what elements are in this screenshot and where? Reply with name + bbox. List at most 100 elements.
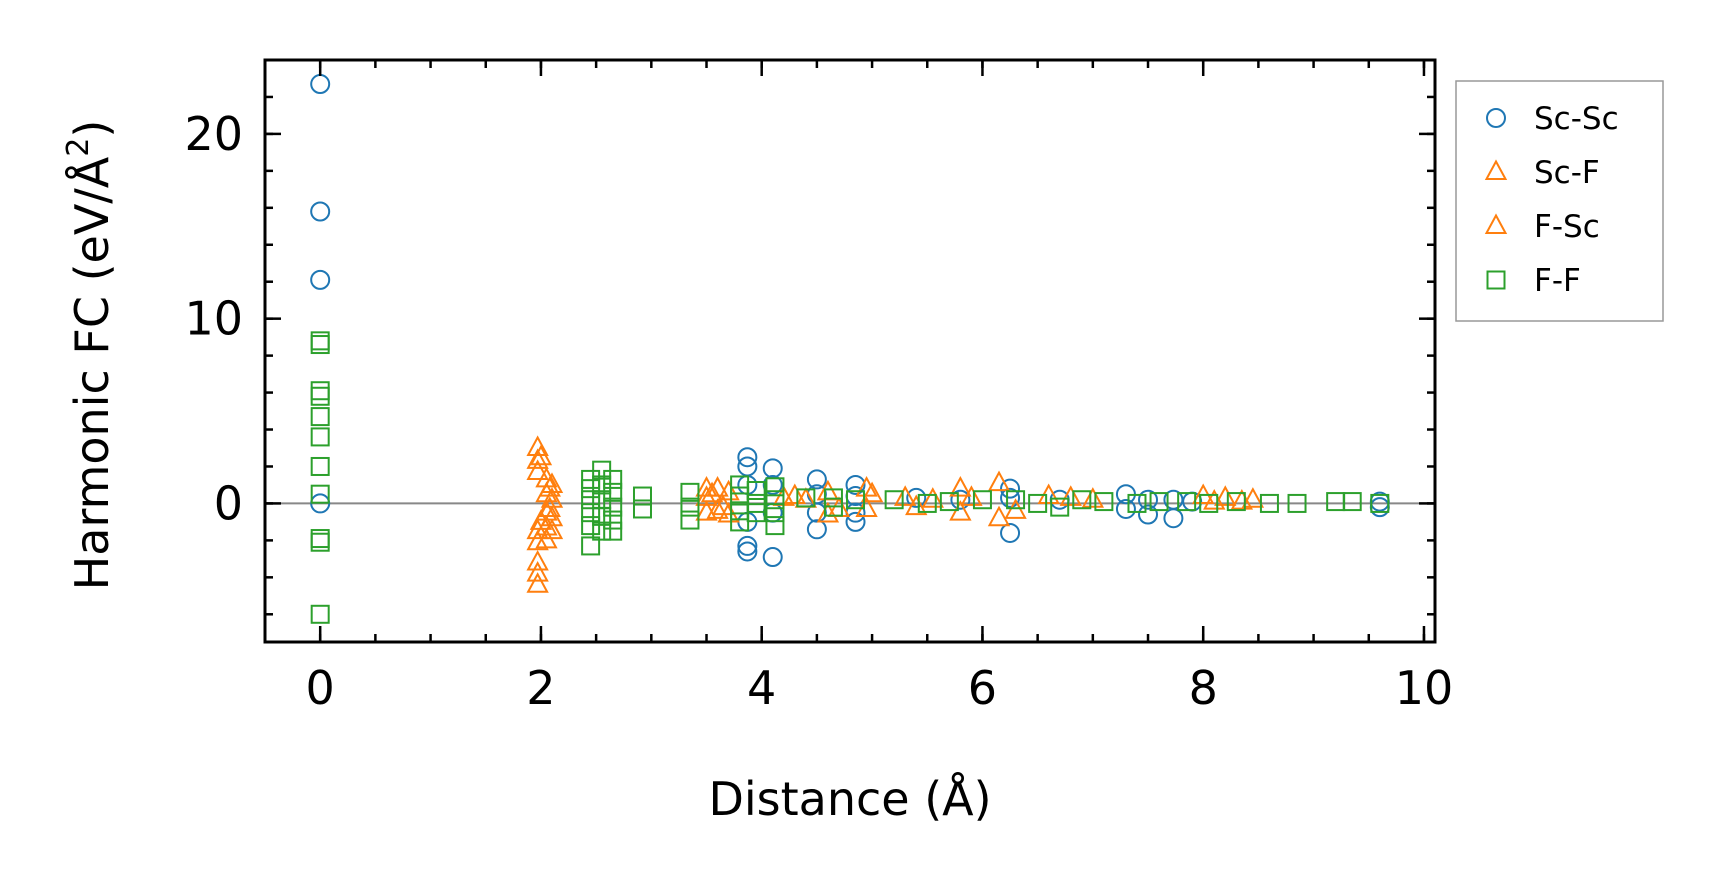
data-point (310, 456, 330, 476)
data-point (526, 572, 549, 593)
data-point (1127, 493, 1147, 513)
y-axis-label-close: ) (65, 120, 119, 138)
data-point (1370, 493, 1390, 513)
data-point (746, 480, 766, 500)
data-point (1081, 487, 1105, 508)
data-point (526, 529, 549, 551)
y-tick-label: 0 (214, 476, 243, 530)
data-point (603, 521, 623, 541)
data-point (711, 494, 735, 516)
data-point (855, 496, 878, 517)
data-point (538, 476, 561, 497)
data-point (765, 477, 785, 497)
data-point (1059, 485, 1082, 506)
data-point (310, 201, 331, 222)
data-point (680, 510, 700, 530)
data-point (1241, 487, 1265, 508)
data-point (603, 482, 623, 502)
data-point (921, 487, 944, 508)
data-point (1094, 492, 1114, 512)
data-point (765, 503, 785, 523)
data-point (632, 486, 652, 506)
data-point (310, 484, 330, 504)
data-point (1050, 497, 1070, 517)
data-point (894, 485, 917, 506)
data-point (1177, 492, 1197, 512)
data-point (823, 497, 843, 517)
data-point (700, 481, 724, 503)
data-point (860, 481, 884, 503)
data-point (310, 407, 330, 427)
data-point (581, 503, 601, 523)
legend-item-sc-sc: Sc-Sc (1486, 101, 1619, 137)
data-point (737, 535, 758, 556)
data-point (538, 496, 561, 517)
data-point (526, 459, 549, 481)
data-point (310, 381, 330, 401)
data-point (845, 474, 866, 495)
x-tick-label: 8 (1189, 661, 1218, 715)
data-point (806, 469, 827, 490)
data-point (987, 505, 1011, 527)
data-point (796, 488, 816, 508)
data-point (592, 475, 612, 495)
data-point (816, 479, 840, 501)
data-point (1028, 493, 1048, 513)
data-point (1138, 504, 1159, 525)
legend-label: Sc-Sc (1534, 101, 1619, 137)
data-point (1163, 508, 1184, 529)
data-point (987, 470, 1011, 492)
data-point (581, 490, 601, 510)
legend-item-f-f: F-F (1486, 263, 1581, 299)
data-point (846, 490, 866, 510)
data-point (632, 499, 652, 519)
data-point (310, 427, 330, 447)
data-point (680, 497, 700, 517)
x-tick-label: 4 (747, 661, 776, 715)
x-tick-label: 0 (306, 661, 335, 715)
data-point (972, 490, 992, 510)
x-tick-label: 2 (526, 661, 555, 715)
data-point (939, 492, 959, 512)
data-point (310, 532, 330, 552)
data-point (950, 489, 971, 510)
x-tick-label: 10 (1395, 661, 1454, 715)
legend-frame (1455, 80, 1664, 322)
data-point (1199, 493, 1219, 513)
data-point (310, 269, 331, 290)
data-point (680, 482, 700, 502)
legend-marker (1484, 213, 1508, 234)
data-point (581, 536, 601, 556)
y-tick-label: 20 (184, 107, 243, 161)
data-point (310, 335, 330, 355)
data-point (806, 519, 827, 540)
data-point (917, 493, 937, 513)
x-axis-label: Distance (Å) (708, 772, 991, 826)
data-point (581, 479, 601, 499)
data-point (960, 485, 983, 506)
series-sc-f (526, 435, 1265, 593)
data-point (746, 503, 766, 523)
legend-item-f-sc: F-Sc (1484, 209, 1600, 245)
data-point (1000, 478, 1021, 499)
data-point (310, 331, 330, 351)
data-point (706, 498, 729, 519)
data-point (603, 469, 623, 489)
y-axis-label-superscript: 2 (61, 138, 96, 157)
legend-marker (1484, 159, 1508, 180)
data-point (1000, 522, 1021, 543)
data-point (1287, 493, 1307, 513)
data-point (1115, 498, 1136, 519)
plot-frame (263, 58, 1437, 644)
data-point (737, 541, 758, 562)
data-point (310, 74, 331, 95)
data-point (1000, 487, 1021, 508)
data-point (845, 511, 866, 532)
data-point (1006, 490, 1026, 510)
data-point (717, 479, 740, 501)
data-point (762, 458, 783, 479)
data-point (1226, 492, 1246, 512)
legend: Sc-Sc Sc-F F-Sc F-F (1455, 80, 1664, 322)
data-point (526, 561, 549, 582)
